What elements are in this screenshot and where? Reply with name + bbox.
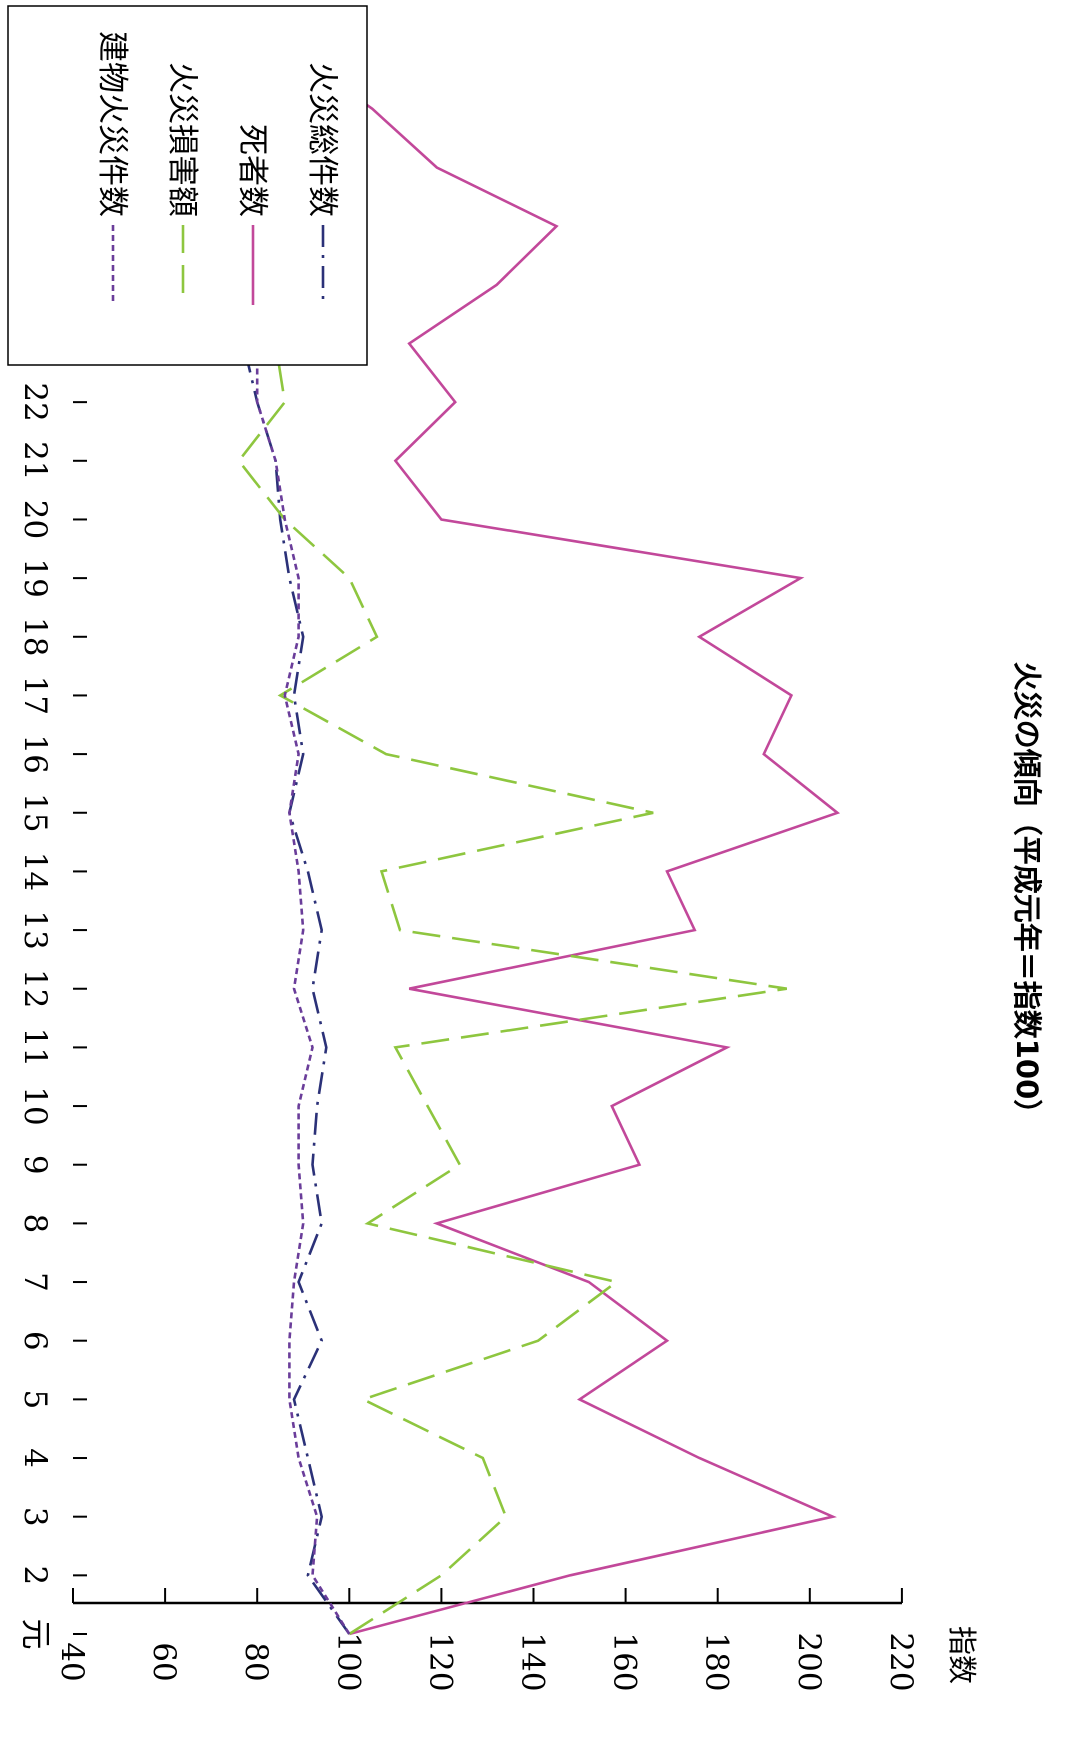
x-tick-label: 20 [17, 500, 53, 539]
x-tick-label: 18 [17, 617, 53, 656]
x-tick-label: 19 [17, 558, 53, 597]
y-axis-title: 指数 [945, 1626, 979, 1684]
x-tick-label: 10 [17, 1086, 53, 1125]
legend-label: 火災損害額 [164, 62, 200, 217]
y-tick-label: 160 [607, 1632, 643, 1691]
x-tick-label: 9 [17, 1155, 53, 1175]
x-tick-label: 14 [17, 852, 53, 891]
x-tick-label: 元 [17, 1619, 53, 1650]
x-tick-label: 5 [17, 1389, 53, 1409]
x-tick-label: 17 [17, 676, 53, 715]
y-tick-label: 40 [54, 1642, 90, 1681]
y-tick-label: 100 [330, 1632, 366, 1691]
y-tick-label: 120 [422, 1632, 458, 1691]
legend-box [7, 5, 368, 366]
x-tick-label: 21 [17, 441, 53, 480]
x-tick-label: 3 [17, 1507, 53, 1527]
x-tick-label: 2 [17, 1565, 53, 1585]
y-tick-label: 60 [146, 1642, 182, 1681]
chart-title: 火災の傾向（平成元年＝指数100） [1010, 662, 1044, 1129]
x-tick-label: 8 [17, 1214, 53, 1234]
rotated-chart-area: 火災の傾向（平成元年＝指数100） 40 60 80 100 120 140 160 180 2… [7, 5, 1044, 1692]
y-tick-label: 180 [699, 1632, 735, 1691]
y-tick-label: 140 [515, 1632, 551, 1691]
y-axis: 40 60 80 100 120 140 160 180 200 220 [54, 1588, 919, 1692]
x-tick-label: 4 [17, 1448, 53, 1468]
x-tick-label: 6 [17, 1331, 53, 1351]
y-tick-label: 220 [883, 1632, 919, 1691]
series-line-2 [288, 49, 841, 1636]
x-tick-label: 12 [17, 969, 53, 1008]
y-tick-label: 80 [238, 1642, 274, 1681]
legend-label: 建物火災件数 [94, 31, 130, 217]
x-tick-label: 15 [17, 793, 53, 832]
legend-label: 死者数 [234, 124, 270, 217]
x-tick-label: 13 [17, 910, 53, 949]
x-tick-label: 7 [17, 1272, 53, 1292]
x-tick-label: 22 [17, 382, 53, 421]
y-tick-label: 200 [791, 1632, 827, 1691]
legend-label: 火災総件数 [304, 62, 340, 217]
x-tick-label: 16 [17, 734, 53, 773]
x-tick-label: 11 [17, 1028, 53, 1067]
